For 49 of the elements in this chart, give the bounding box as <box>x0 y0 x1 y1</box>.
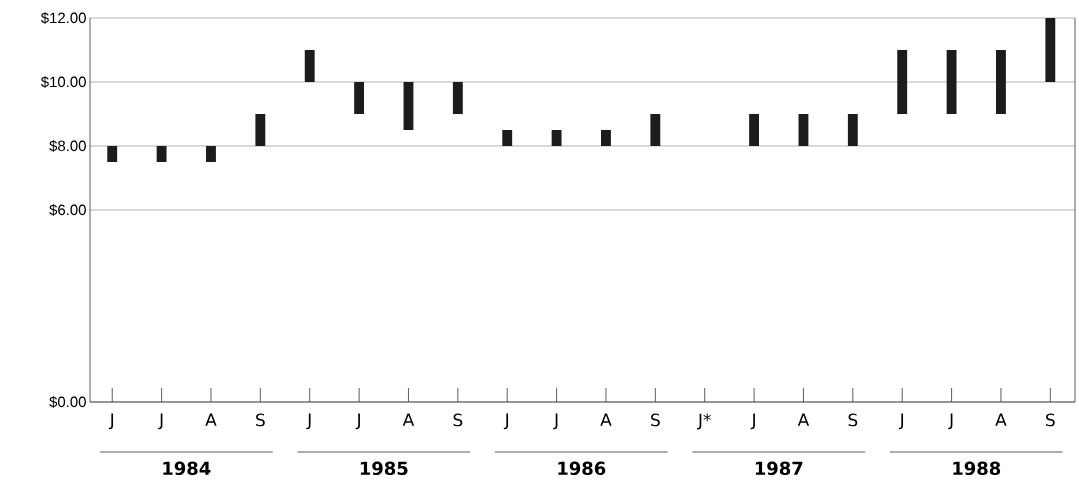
x-tick-label: A <box>402 413 415 426</box>
y-tick-label: $0.00 <box>49 395 86 409</box>
bar <box>946 50 957 114</box>
y-tick-label: $8.00 <box>49 139 86 153</box>
text: 1985 <box>360 461 408 476</box>
bar <box>206 146 216 162</box>
x-tick-label: J <box>553 413 558 430</box>
bar <box>1045 18 1056 82</box>
bar <box>996 50 1006 114</box>
x-tick-label: J <box>306 413 311 430</box>
x-tick-label: A <box>600 413 612 426</box>
x-tick-label: A <box>995 413 1007 426</box>
bar <box>551 130 562 146</box>
bar <box>601 130 611 146</box>
bar <box>452 82 463 114</box>
x-tick-label: J <box>108 413 114 430</box>
bar <box>156 146 167 162</box>
y-tick-label: $10.00 <box>40 75 86 89</box>
bar <box>798 114 809 146</box>
y-tick-label: $6.00 <box>49 203 86 217</box>
bar <box>897 50 908 114</box>
x-tick-label: A <box>797 413 810 426</box>
bar <box>650 114 661 146</box>
x-tick-label: S <box>453 413 463 427</box>
bar <box>403 82 414 130</box>
x-tick-label: S <box>1046 413 1055 427</box>
x-tick-label: J <box>750 413 755 430</box>
x-tick-label: J <box>898 413 904 430</box>
bar <box>255 114 266 146</box>
text: 1984 <box>163 461 211 476</box>
bar <box>847 114 858 146</box>
x-tick-label: J <box>503 413 509 430</box>
bar <box>304 50 315 82</box>
text: 1987 <box>755 461 803 476</box>
text: 1986 <box>558 461 606 476</box>
x-tick-label: J <box>948 413 953 430</box>
y-tick-label: $12.00 <box>40 11 86 25</box>
x-tick-label: J* <box>697 413 711 430</box>
x-tick-label: S <box>256 413 265 427</box>
x-tick-label: J <box>158 413 163 430</box>
bar <box>107 146 118 162</box>
bar <box>354 82 365 114</box>
text: 1988 <box>953 461 1001 476</box>
x-tick-label: S <box>651 413 660 427</box>
x-tick-label: J <box>355 413 360 430</box>
bar <box>502 130 513 146</box>
bar <box>749 114 760 146</box>
x-tick-label: S <box>848 413 858 427</box>
x-tick-label: A <box>205 413 217 426</box>
